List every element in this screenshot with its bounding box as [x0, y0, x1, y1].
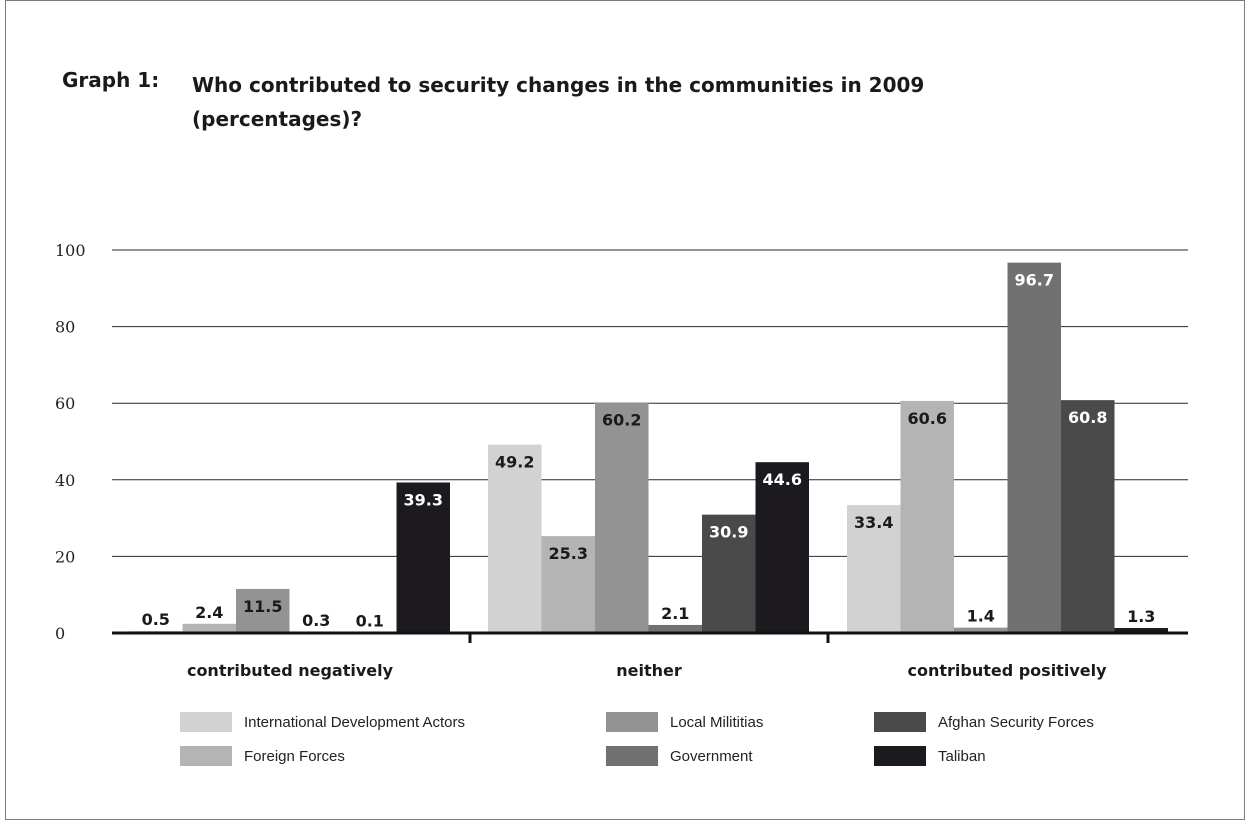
data-label: 1.4: [967, 607, 995, 626]
chart-title-number: Graph 1:: [62, 68, 160, 92]
legend-swatch: [606, 746, 658, 766]
data-label: 2.4: [195, 603, 223, 622]
bar: [541, 536, 595, 633]
legend-label: Local Milititias: [670, 713, 764, 731]
data-label: 30.9: [709, 523, 748, 542]
data-label: 1.3: [1127, 607, 1155, 626]
legend-item: Government: [606, 745, 753, 767]
x-category-label: contributed negatively: [187, 661, 394, 680]
bar: [1061, 400, 1115, 633]
bar: [900, 400, 954, 633]
y-tick-label: 100: [55, 241, 86, 260]
data-label: 33.4: [854, 513, 893, 532]
legend-swatch: [180, 746, 232, 766]
bar: [1114, 628, 1168, 633]
legend-swatch: [180, 712, 232, 732]
legend-item: Local Milititias: [606, 711, 763, 733]
bar: [755, 462, 809, 633]
x-category-label: contributed positively: [907, 661, 1107, 680]
legend-label: Government: [670, 747, 753, 765]
legend-label: Afghan Security Forces: [938, 713, 1094, 731]
legend-item: Taliban: [874, 745, 986, 767]
data-label: 39.3: [404, 490, 443, 509]
data-label: 0.1: [356, 612, 384, 631]
bar: [648, 624, 702, 633]
bar: [236, 588, 290, 633]
bar: [182, 623, 236, 633]
legend-label: Foreign Forces: [244, 747, 345, 765]
legend-label: Taliban: [938, 747, 986, 765]
legend-swatch: [874, 746, 926, 766]
bar: [702, 514, 756, 633]
legend-item: International Development Actors: [180, 711, 465, 733]
data-label: 0.3: [302, 611, 330, 630]
bar: [396, 482, 450, 633]
data-label: 2.1: [661, 604, 689, 623]
y-tick-label: 40: [55, 471, 75, 490]
data-label: 11.5: [243, 597, 282, 616]
bar: [488, 444, 542, 633]
y-tick-label: 20: [55, 547, 75, 566]
y-tick-label: 80: [55, 318, 75, 337]
data-label: 49.2: [495, 453, 534, 472]
data-label: 25.3: [549, 544, 588, 563]
x-category-label: neither: [616, 661, 682, 680]
data-label: 0.5: [142, 610, 170, 629]
y-tick-label: 0: [55, 624, 65, 643]
bar: [954, 627, 1008, 633]
legend-label: International Development Actors: [244, 713, 465, 731]
legend-swatch: [606, 712, 658, 732]
bar: [847, 505, 901, 633]
y-tick-label: 60: [55, 394, 75, 413]
data-label: 60.6: [908, 409, 947, 428]
data-label: 96.7: [1015, 271, 1054, 290]
legend-item: Foreign Forces: [180, 745, 345, 767]
bar: [1007, 262, 1061, 633]
data-label: 60.8: [1068, 408, 1107, 427]
legend-swatch: [874, 712, 926, 732]
legend-item: Afghan Security Forces: [874, 711, 1094, 733]
bar: [595, 402, 649, 633]
data-label: 44.6: [763, 470, 802, 489]
chart-title: Who contributed to security changes in t…: [192, 73, 925, 131]
data-label: 60.2: [602, 410, 641, 429]
